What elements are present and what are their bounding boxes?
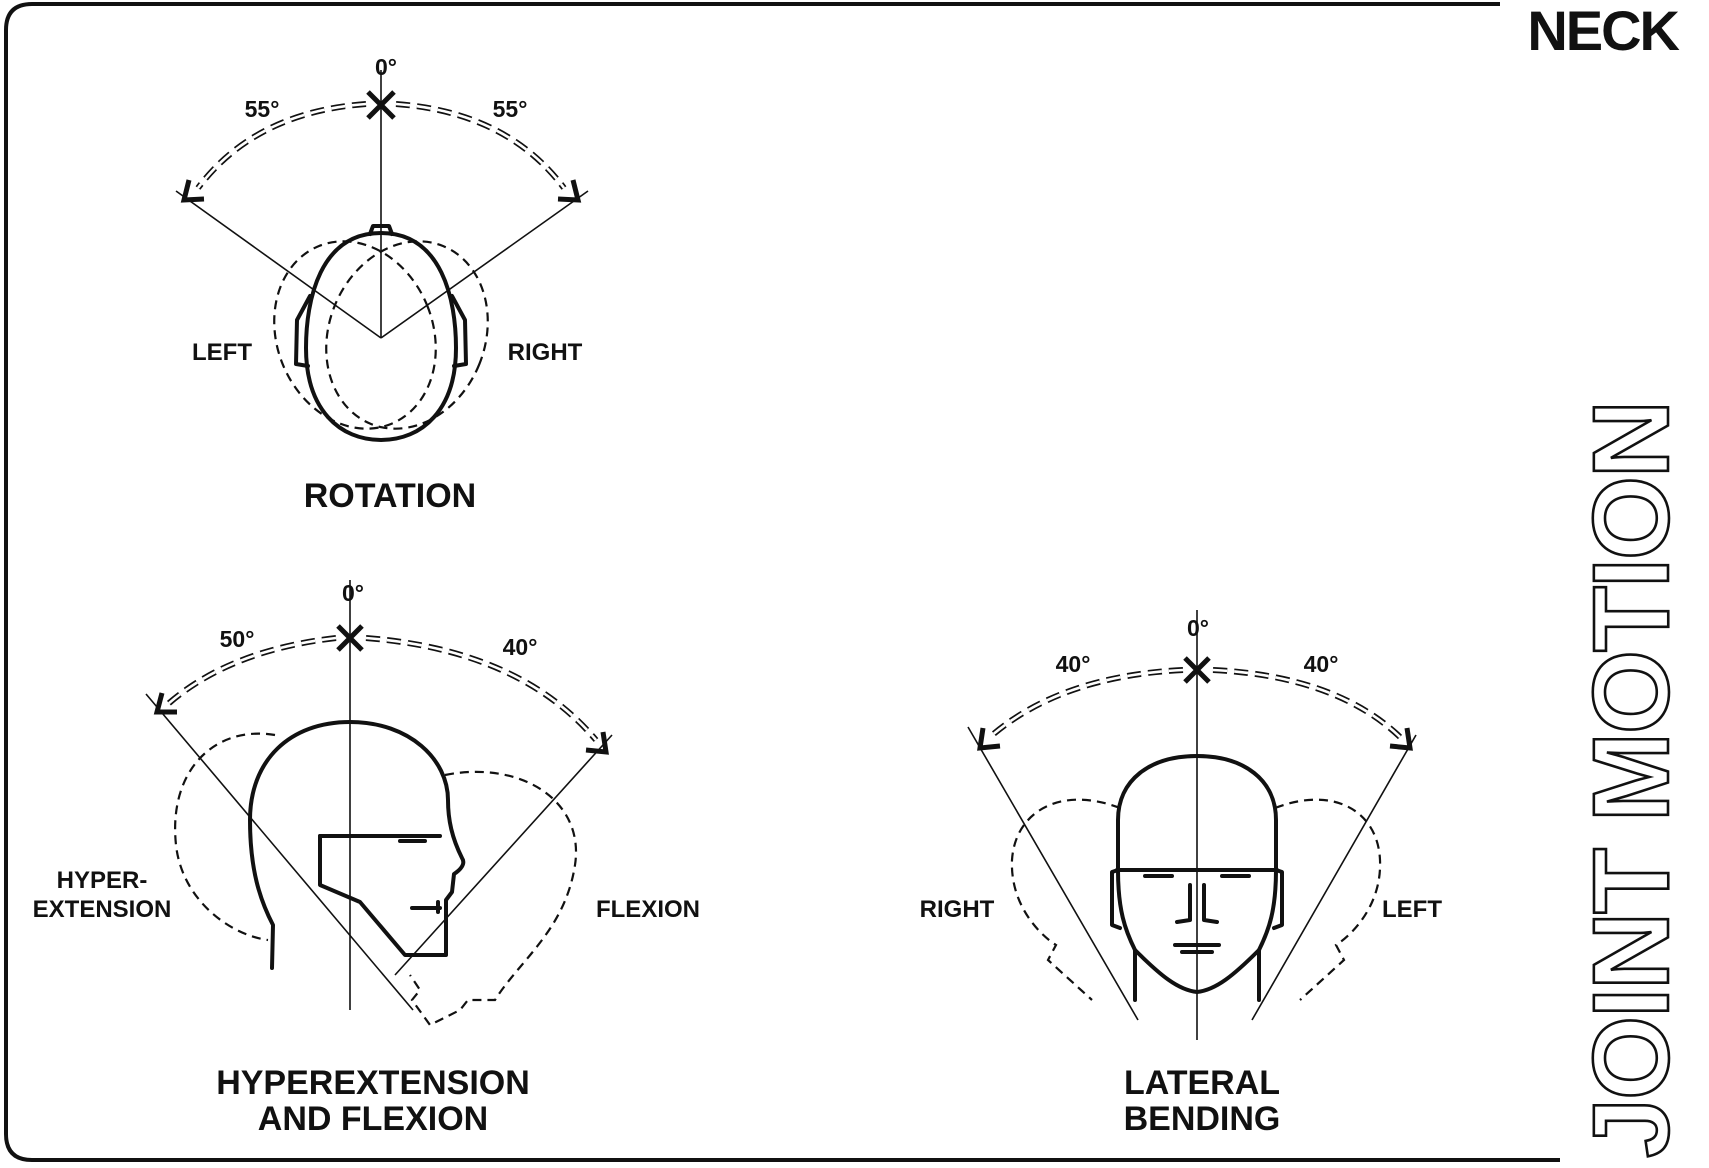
rotation-right-ghost-head [325,240,489,430]
flexion-label-flexion: FLEXION [596,896,700,923]
lateral-left-arrowhead [977,727,1001,751]
flexion-label-hyper-line2: EXTENSION [33,896,172,923]
lateral-angle-left: 40° [1056,651,1091,677]
flexion-left-arrowhead [153,692,177,715]
lateral-angle-center: 0° [1187,615,1209,641]
flexion-right-arrowhead [585,731,609,755]
lateral-caption-line2: BENDING [1124,1100,1281,1138]
rotation-angle-left: 55° [245,96,280,122]
lateral-angle-right: 40° [1304,651,1339,677]
rotation-center-x-mark [366,90,396,120]
rotation-head-outline [304,231,458,442]
flexion-angle-center: 0° [342,580,364,606]
page-frame [4,2,1560,1162]
flexion-right-arc [365,635,599,742]
flexion-flexion-ghost [409,770,578,1027]
flexion-hyperextension-ghost [174,732,276,942]
lateral-center-x-mark [1183,656,1211,684]
rotation-right-arrowhead [557,179,582,203]
lateral-chin [1133,948,1261,994]
page-title: NECK [1527,0,1679,62]
lateral-mouth [1173,943,1221,954]
rotation-left-line [175,190,382,339]
lateral-label-right: LEFT [1382,896,1442,923]
rotation-right-arc [395,101,567,190]
lateral-right-arc [1212,667,1403,740]
vertical-title: JOINT MOTION [1569,401,1693,1160]
rotation-left-arc [195,101,367,190]
lateral-right-line [1251,734,1417,1021]
flexion-diagram: 0° 50° 40° HYPER- EXTENSION FLEXION HYPE… [33,580,700,1138]
lateral-label-left: RIGHT [920,896,995,923]
flexion-right-line [394,734,613,976]
lateral-right-arrowhead [1389,727,1413,751]
flexion-caption-line1: HYPEREXTENSION [216,1064,530,1102]
rotation-label-right: RIGHT [508,339,583,366]
rotation-left-ear [294,294,312,368]
rotation-diagram: 0° 55° 55° LEFT RIGHT ROTATION [175,54,589,515]
lateral-left-ear [1110,868,1122,930]
flexion-label-hyper-line1: HYPER- [57,867,148,894]
flexion-head-outline [248,720,466,970]
flexion-mouth [410,900,442,914]
lateral-left-arc [988,667,1184,740]
lateral-head-outline [1116,754,1278,1002]
lateral-right-ear [1272,868,1284,930]
flexion-left-line [145,693,414,1011]
rotation-right-ear [450,294,468,368]
lateral-diagram: 0° 40° 40° RIGHT LEFT LATERAL BENDING [920,610,1442,1138]
lateral-nose [1175,883,1219,924]
flexion-angle-left: 50° [220,626,255,652]
rotation-caption: ROTATION [304,477,477,515]
lateral-caption-line1: LATERAL [1124,1064,1280,1102]
rotation-right-line [380,190,589,339]
flexion-angle-right: 40° [503,634,538,660]
flexion-center-x-mark [336,624,364,652]
lateral-left-line [967,726,1139,1021]
svg-text:JOINT MOTION: JOINT MOTION [1570,402,1691,1158]
rotation-angle-right: 55° [493,96,528,122]
rotation-angle-center: 0° [375,54,397,80]
flexion-caption-line2: AND FLEXION [258,1100,488,1138]
rotation-left-arrowhead [180,179,205,203]
lateral-right-ghost-head [1274,798,1382,1001]
rotation-nose [368,224,394,236]
rotation-left-ghost-head [273,240,437,430]
rotation-label-left: LEFT [192,339,252,366]
lateral-left-ghost-head [1010,798,1121,1001]
